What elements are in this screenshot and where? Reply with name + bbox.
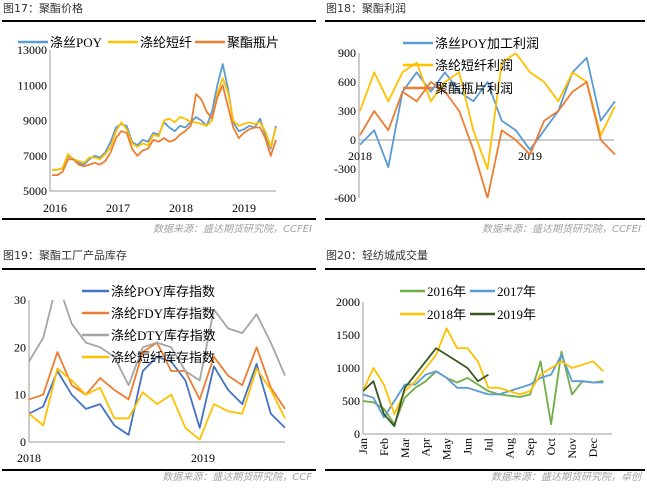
legend-label: 涤纶POY库存指数 — [111, 284, 215, 299]
legend-label: 2017年 — [497, 284, 536, 299]
x-tick-label: Nov — [565, 438, 579, 459]
source-note: 数据来源：盛达期货研究院，卓创 — [491, 471, 643, 483]
legend-label: 聚酯瓶片 — [227, 35, 279, 50]
x-tick-label: Oct — [544, 437, 558, 455]
series-line-1 — [52, 77, 277, 171]
x-tick-label: Feb — [377, 438, 391, 456]
y-tick-label: 10 — [14, 388, 26, 402]
y-tick-label: 500 — [342, 394, 360, 408]
y-tick-label: 9000 — [23, 114, 47, 128]
y-tick-label: 300 — [338, 104, 356, 118]
y-tick-label: 30 — [14, 293, 26, 307]
series-line-3 — [363, 347, 489, 428]
legend-label: 涤纶短纤 — [140, 35, 192, 50]
y-tick-label: -300 — [334, 162, 356, 176]
chart-title: 图20：轻纺城成交量 — [326, 248, 428, 262]
series-line-0 — [52, 63, 277, 171]
legend-label: 涤纶短纤库存指数 — [111, 350, 215, 365]
y-tick-label: 1000 — [336, 361, 360, 375]
x-tick-label: Jan — [356, 438, 370, 454]
series-line-3 — [29, 367, 286, 441]
y-tick-label: 20 — [14, 340, 26, 354]
legend-label: 涤纶DTY库存指数 — [111, 328, 216, 343]
x-tick-label: Jul — [481, 437, 495, 452]
legend-label: 涤丝POY — [50, 35, 103, 50]
legend-label: 涤纶FDY库存指数 — [111, 306, 215, 321]
y-tick-label: 900 — [338, 46, 356, 60]
x-tick-label: May — [440, 438, 454, 460]
y-tick-label: 0 — [20, 435, 26, 449]
source-note: 数据来源：盛达期货研究院，CCFEI — [153, 223, 312, 235]
legend-label: 2018年 — [427, 307, 466, 322]
chart-title: 图18：聚酯利润 — [326, 1, 406, 15]
x-tick-label: 2019 — [191, 451, 215, 465]
legend-label: 涤纶短纤利润 — [435, 58, 513, 73]
x-tick-label: 2018 — [17, 451, 41, 465]
x-tick-label: 2019 — [518, 149, 542, 163]
series-line-2 — [359, 81, 616, 198]
legend-label: 聚酯瓶片利润 — [435, 81, 513, 96]
series-line-0 — [29, 355, 286, 436]
chart-title: 图17：聚酯价格 — [3, 1, 83, 15]
x-tick-label: 2017 — [106, 201, 130, 215]
y-tick-label: 5000 — [23, 184, 47, 198]
legend-label: 涤丝POY加工利润 — [435, 36, 539, 51]
x-tick-label: 2018 — [348, 149, 372, 163]
series-line-1 — [363, 353, 604, 419]
x-tick-label: Jun — [461, 438, 475, 455]
legend-label: 2016年 — [427, 284, 466, 299]
x-tick-label: Apr — [419, 438, 433, 457]
y-tick-label: 1500 — [336, 328, 360, 342]
y-tick-label: 11000 — [17, 78, 47, 92]
source-note: 数据来源：盛达期货研究院，CCF — [162, 471, 312, 483]
source-note: 数据来源：盛达期货研究院，CCFEI — [482, 223, 641, 235]
y-tick-label: -600 — [334, 191, 356, 205]
chart-title: 图19：聚酯工厂产品库存 — [3, 248, 127, 262]
series-line-1 — [359, 53, 616, 170]
x-tick-label: 2018 — [169, 201, 193, 215]
y-tick-label: 0 — [350, 133, 356, 147]
series-line-0 — [363, 350, 604, 426]
y-tick-label: 0 — [354, 427, 360, 441]
y-tick-label: 13000 — [17, 43, 47, 57]
x-tick-label: Aug — [502, 438, 516, 459]
series-line-2 — [52, 84, 277, 177]
legend-label: 2019年 — [497, 307, 536, 322]
x-tick-label: 2019 — [232, 201, 256, 215]
x-tick-label: 2016 — [43, 201, 67, 215]
x-tick-label: Sep — [523, 438, 537, 456]
y-tick-label: 600 — [338, 75, 356, 89]
x-tick-label: Dec — [586, 438, 600, 457]
x-tick-label: Mar — [398, 438, 412, 458]
series-line-2 — [29, 300, 286, 387]
y-tick-label: 7000 — [23, 149, 47, 163]
y-tick-label: 2000 — [336, 295, 360, 309]
